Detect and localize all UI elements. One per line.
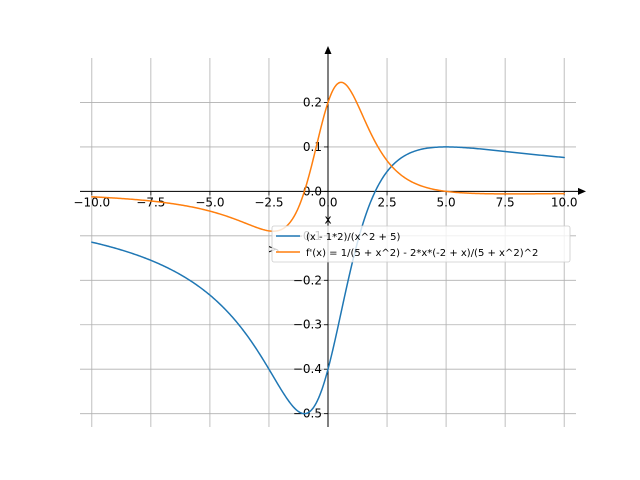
y-axis-arrow (324, 46, 332, 54)
x-axis-arrow (578, 187, 586, 195)
x-tick-label: 10.0 (551, 195, 578, 209)
x-tick-label: 7.5 (496, 195, 515, 209)
legend-label-series-2: f'(x) = 1/(5 + x^2) - 2*x*(-2 + x)/(5 + … (306, 248, 538, 259)
x-tick-label: 5.0 (437, 195, 456, 209)
x-tick-label: −10.0 (73, 195, 110, 209)
x-tick-label: 2.5 (378, 195, 397, 209)
x-tick-label: −2.5 (254, 195, 283, 209)
x-tick-label: −7.5 (136, 195, 165, 209)
legend: (x - 1*2)/(x^2 + 5) f'(x) = 1/(5 + x^2) … (271, 225, 571, 263)
ticks-layer: −10.0 −7.5 −5.0 −2.5 0.0 2.5 5.0 7.5 10.0−0.5−0.… (73, 95, 577, 420)
y-tick-label: 0.1 (303, 140, 322, 154)
y-tick-label: −0.4 (293, 362, 322, 376)
series-layer (91, 81, 565, 415)
y-tick-label: −0.3 (293, 318, 322, 332)
y-tick-label: 0.0 (303, 184, 322, 198)
x-tick-label: 0.0 (318, 195, 337, 209)
x-axis-label: x (324, 212, 331, 226)
legend-box (271, 225, 571, 263)
y-tick-label: 0.2 (303, 95, 322, 109)
series-line-1 (91, 146, 565, 415)
y-tick-label: −0.2 (293, 273, 322, 287)
x-tick-label: −5.0 (195, 195, 224, 209)
series-line-2 (91, 81, 565, 232)
legend-label-series-1: (x - 1*2)/(x^2 + 5) (306, 232, 400, 243)
